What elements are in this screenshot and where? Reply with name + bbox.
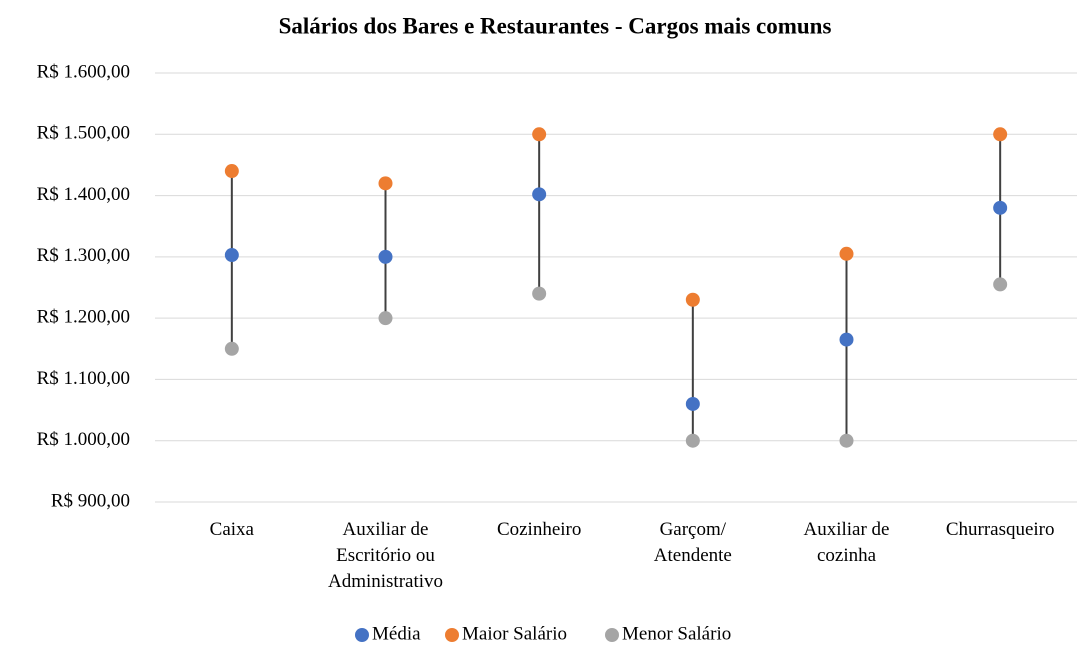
x-tick-label: Churrasqueiro — [946, 519, 1055, 540]
dot — [224, 164, 239, 179]
y-tick-label: R$ 900,00 — [51, 490, 130, 511]
legend-label: Menor Salário — [622, 623, 731, 644]
dot — [532, 286, 547, 301]
y-tick-label: R$ 1.200,00 — [37, 307, 130, 328]
legend-marker — [445, 628, 459, 642]
y-tick-label: R$ 1.400,00 — [37, 184, 130, 205]
dot — [993, 127, 1008, 142]
y-tick-label: R$ 1.100,00 — [37, 368, 130, 389]
dot — [839, 433, 854, 448]
x-tick-label: Cozinheiro — [497, 519, 581, 540]
x-tick-label: Caixa — [210, 519, 255, 540]
x-tick-label: Garçom/Atendente — [654, 519, 732, 566]
dot — [993, 200, 1008, 215]
y-tick-label: R$ 1.600,00 — [37, 61, 130, 82]
dot — [532, 187, 547, 202]
dot — [224, 341, 239, 356]
dot — [839, 332, 854, 347]
chart-title: Salários dos Bares e Restaurantes - Carg… — [279, 13, 832, 38]
dot — [378, 311, 393, 326]
x-tick-label: Auxiliar de Escritório ou Administrativo — [328, 519, 443, 592]
dot — [378, 249, 393, 264]
legend-marker — [355, 628, 369, 642]
y-tick-label: R$ 1.300,00 — [37, 245, 130, 266]
dot — [993, 277, 1008, 292]
dot — [378, 176, 393, 191]
dot — [224, 248, 239, 263]
y-tick-label: R$ 1.500,00 — [37, 123, 130, 144]
legend-marker — [605, 628, 619, 642]
x-tick-label: Auxiliar de cozinha — [803, 519, 889, 566]
dot — [532, 127, 547, 142]
legend-label: Maior Salário — [462, 623, 567, 644]
dot — [685, 433, 700, 448]
legend-label: Média — [372, 623, 421, 644]
dot — [685, 292, 700, 307]
y-tick-label: R$ 1.000,00 — [37, 429, 130, 450]
dot — [839, 246, 854, 261]
dot — [685, 396, 700, 411]
